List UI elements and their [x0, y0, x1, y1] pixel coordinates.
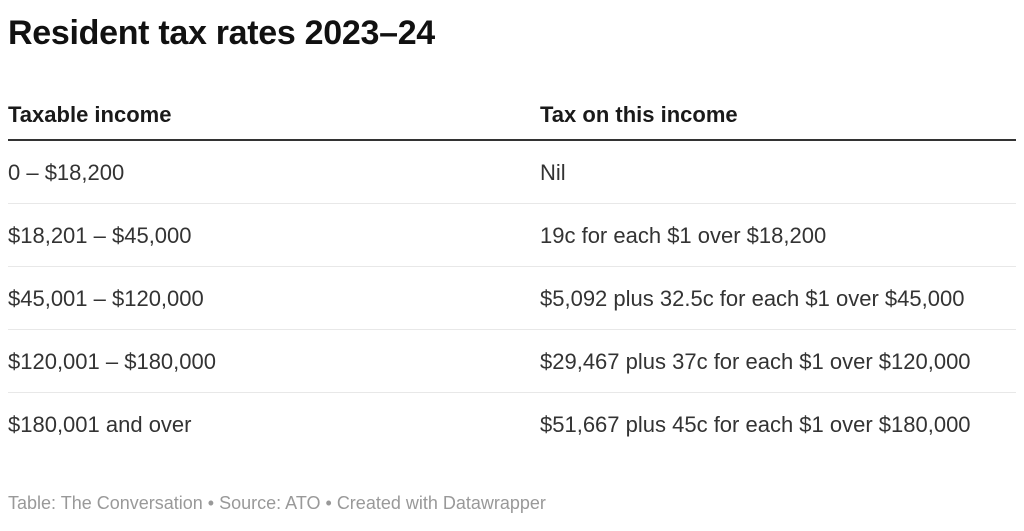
cell-taxable-income: 0 – $18,200 [8, 160, 125, 185]
cell-tax-on-income: $5,092 plus 32.5c for each $1 over $45,0… [540, 266, 1016, 330]
table-header: Taxable income Tax on this income [8, 52, 1016, 141]
table-row: $45,001 – $120,000 $5,092 plus 32.5c for … [8, 266, 1016, 330]
table-row: $180,001 and over $51,667 plus 45c for ea… [8, 392, 1016, 455]
cell-tax-on-income: Nil [540, 160, 566, 185]
datawrapper-credit-link[interactable]: Datawrapper [442, 493, 546, 513]
table-row: $18,201 – $45,000 19c for each $1 over $1… [8, 203, 1016, 267]
cell-tax-on-income: $29,467 plus 37c for each $1 over $120,0… [540, 329, 1016, 393]
table-row: 0 – $18,200 Nil [8, 140, 1016, 204]
cell-tax-on-income: 19c for each $1 over $18,200 [540, 203, 1016, 267]
table-credit-label: Table: [8, 493, 61, 513]
tax-rates-table: Taxable income Tax on this income 0 – $1… [8, 52, 1016, 455]
created-with-label: Created with [336, 493, 443, 513]
table-header-row: Taxable income Tax on this income [8, 52, 1016, 141]
separator-dot: • [207, 493, 215, 513]
table-body: 0 – $18,200 Nil $18,201 – $45,000 19c for e… [8, 140, 1016, 455]
cell-taxable-income: $120,001 – $180,000 [8, 329, 540, 393]
source-credit-label: Source: [219, 493, 286, 513]
separator-dot: • [325, 493, 332, 513]
cell-taxable-income: $180,001 and over [8, 392, 540, 455]
column-header-tax-on-income: Tax on this income [540, 52, 1016, 141]
cell-tax-on-income: $51,667 plus 45c for each $1 over $180,0… [540, 392, 1016, 455]
column-header-taxable-income: Taxable income [8, 52, 540, 141]
attribution-footer: Table: The Conversation • Source: ATO • Crea… [8, 492, 1016, 514]
table-row: $120,001 – $180,000 $29,467 plus 37c for … [8, 329, 1016, 393]
cell-taxable-income: $18,201 – $45,000 [8, 203, 540, 267]
page-title: Resident tax rates 2023–24 [8, 14, 435, 52]
cell-taxable-income: $45,001 – $120,000 [8, 266, 540, 330]
source-credit-link[interactable]: ATO [285, 493, 321, 513]
table-credit-link[interactable]: The Conversation [60, 493, 203, 513]
